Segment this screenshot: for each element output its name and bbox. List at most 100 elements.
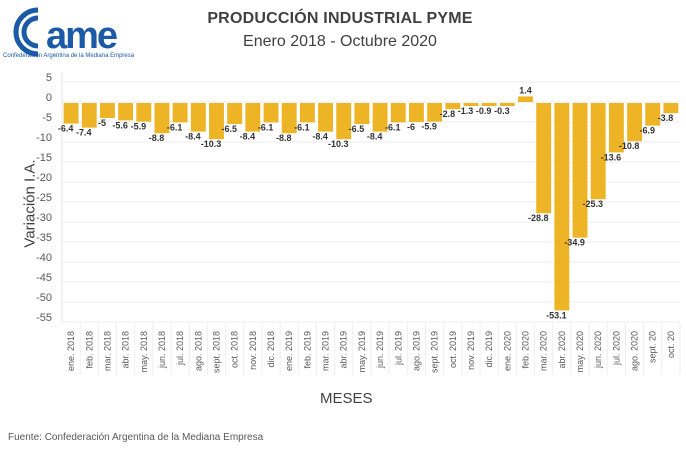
- y-tick-label: -15: [36, 152, 52, 164]
- x-tick-label: oct. 20: [666, 331, 676, 358]
- y-axis-label: Variación I.A.: [21, 159, 39, 248]
- data-label: -3.8: [658, 113, 674, 123]
- x-tick-label: abr. 2020: [557, 331, 567, 369]
- bar: [245, 103, 261, 132]
- data-label: -8.8: [276, 133, 292, 143]
- y-tick-label: -55: [36, 312, 52, 324]
- x-tick-label: nov. 2018: [248, 331, 258, 370]
- y-tick-label: -40: [36, 252, 52, 264]
- bar: [81, 103, 97, 128]
- data-label: -6.1: [167, 122, 183, 132]
- x-tick-label: feb. 2018: [84, 331, 94, 369]
- x-tick-label: jul. 2018: [175, 331, 185, 366]
- bar: [299, 103, 315, 123]
- bar: [263, 103, 279, 123]
- source-note: Fuente: Confederación Argentina de la Me…: [8, 432, 264, 443]
- bar: [536, 103, 552, 214]
- data-label: -5.9: [421, 122, 437, 132]
- y-tick-label: -30: [36, 212, 52, 224]
- bar: [390, 103, 406, 123]
- data-label: -8.4: [240, 132, 256, 142]
- bar: [172, 103, 188, 123]
- data-label: -6.9: [640, 126, 656, 136]
- bar: [572, 103, 588, 238]
- y-tick-label: -10: [36, 132, 52, 144]
- data-label: -8.8: [149, 133, 165, 143]
- bar: [608, 103, 624, 153]
- x-tick-label: may. 2020: [575, 331, 585, 372]
- data-label: -1.3: [458, 106, 474, 116]
- y-tick-label: -35: [36, 232, 52, 244]
- data-label: -13.6: [601, 152, 622, 162]
- data-label: -6: [407, 122, 415, 132]
- x-tick-label: dic. 2019: [484, 331, 494, 368]
- data-label: -5: [98, 118, 106, 128]
- bar: [190, 103, 206, 132]
- data-label: -0.9: [476, 106, 492, 116]
- y-tick-label: 0: [46, 92, 52, 104]
- bar: [518, 96, 533, 102]
- x-tick-label: ene. 2020: [502, 331, 512, 371]
- bar: [227, 103, 243, 124]
- data-label: -6.1: [294, 122, 310, 132]
- bar: [499, 103, 515, 106]
- chart-title: PRODUCCIÓN INDUSTRIAL PYME: [207, 10, 473, 27]
- x-tick-label: abr. 2019: [339, 331, 349, 369]
- bar: [281, 103, 297, 134]
- x-tick-label: sept. 2019: [430, 331, 440, 373]
- x-tick-label: mar. 2018: [102, 331, 112, 371]
- data-label: -10.3: [201, 139, 222, 149]
- bar: [209, 103, 224, 140]
- bar: [99, 103, 115, 118]
- y-tick-label: -5: [42, 112, 52, 124]
- x-tick-label: may. 2018: [139, 331, 149, 372]
- data-label: -2.8: [440, 109, 456, 119]
- logo-subtitle: Confederación Argentina de la Mediana Em…: [3, 53, 135, 59]
- bar: [554, 103, 570, 311]
- data-label: -6.4: [58, 124, 74, 134]
- bar: [354, 103, 370, 124]
- data-label: 1.4: [519, 85, 532, 95]
- x-tick-label: jun. 2019: [375, 331, 385, 369]
- bar: [408, 103, 424, 122]
- bar: [318, 103, 334, 132]
- came-logo: ame: [13, 7, 119, 57]
- data-label: -5.9: [131, 122, 147, 132]
- svg-text:ame: ame: [46, 15, 117, 57]
- bar: [481, 103, 497, 106]
- x-tick-label: ago. 2018: [193, 331, 203, 371]
- x-tick-label: feb. 2020: [521, 331, 531, 369]
- bar: [590, 103, 606, 200]
- data-label: -6.1: [258, 122, 274, 132]
- x-tick-label: sept. 2018: [212, 331, 222, 373]
- x-tick-label: jun. 2018: [157, 331, 167, 369]
- data-label: -0.3: [494, 106, 510, 116]
- x-axis-label: MESES: [320, 390, 373, 407]
- y-tick-label: -45: [36, 272, 52, 284]
- bar: [663, 103, 679, 114]
- x-tick-label: ago. 2020: [630, 331, 640, 371]
- x-tick-label: jul. 2019: [393, 331, 403, 366]
- x-tick-label: mar. 2020: [539, 331, 549, 371]
- x-tick-label: jun. 2020: [593, 331, 603, 369]
- data-label: -34.9: [564, 238, 585, 248]
- bar: [118, 103, 134, 121]
- bar: [645, 103, 661, 126]
- y-tick-label: -50: [36, 292, 52, 304]
- data-label: -10.3: [328, 139, 349, 149]
- data-label: -10.8: [619, 141, 640, 151]
- data-label: -8.4: [185, 132, 201, 142]
- bar: [336, 103, 352, 140]
- data-label: -7.4: [76, 128, 92, 138]
- data-label: -8.4: [312, 132, 328, 142]
- x-tick-label: may. 2019: [357, 331, 367, 372]
- x-tick-label: ene. 2018: [66, 331, 76, 371]
- data-label: -8.4: [367, 132, 383, 142]
- data-label: -5.6: [112, 120, 128, 130]
- x-tick-label: dic. 2018: [266, 331, 276, 368]
- data-label: -6.5: [349, 124, 365, 134]
- bar: [445, 103, 461, 110]
- data-label: -6.1: [385, 122, 401, 132]
- bar: [372, 103, 388, 132]
